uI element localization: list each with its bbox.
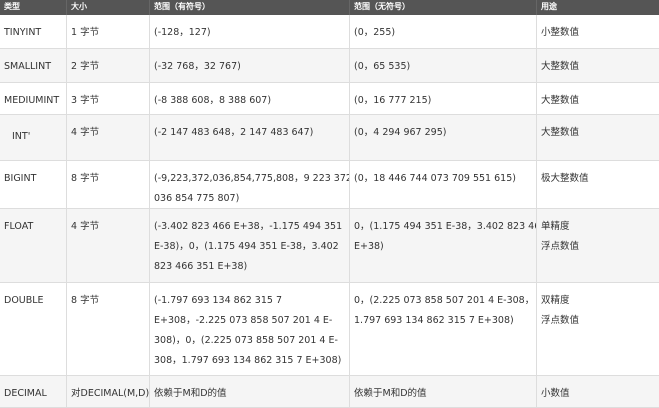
- cell-usage: 双精度 浮点数值: [536, 283, 659, 375]
- table-row: FLOAT 4 字节 (-3.402 823 466 E+38，-1.175 4…: [0, 209, 659, 283]
- cell-usage: 单精度 浮点数值: [536, 209, 659, 282]
- table-row: SMALLINT 2 字节 (-32 768，32 767) (0，65 535…: [0, 49, 659, 83]
- table-row: DECIMAL 对DECIMAL(M,D) 依赖于M和D的值 依赖于M和D的值 …: [0, 376, 659, 408]
- table-row: TINYINT 1 字节 (-128，127) (0，255) 小整数值: [0, 15, 659, 49]
- cell-usage: 小整数值: [536, 15, 659, 48]
- table-row: INT' 4 字节 (-2 147 483 648，2 147 483 647)…: [0, 115, 659, 161]
- cell-signed-range: (-8 388 608，8 388 607): [149, 83, 349, 114]
- cell-unsigned-range: 0，(2.225 073 858 507 201 4 E-308， 1.797 …: [349, 283, 536, 375]
- unsigned-line: 1.797 693 134 862 315 7 E+308): [354, 315, 514, 326]
- cell-size: 对DECIMAL(M,D): [66, 376, 149, 407]
- table-row: MEDIUMINT 3 字节 (-8 388 608，8 388 607) (0…: [0, 83, 659, 115]
- cell-type: SMALLINT: [4, 61, 52, 72]
- cell-size: 2 字节: [66, 49, 149, 82]
- cell-usage: 大整数值: [536, 83, 659, 114]
- signed-line: E+308，-2.225 073 858 507 201 4 E-: [154, 315, 333, 326]
- unsigned-line: E+38): [354, 241, 384, 252]
- cell-size: 4 字节: [66, 209, 149, 282]
- cell-signed-range: (-3.402 823 466 E+38，-1.175 494 351 E-38…: [149, 209, 349, 282]
- cell-size: 8 字节: [66, 161, 149, 208]
- cell-signed-range: (-2 147 483 648，2 147 483 647): [149, 115, 349, 160]
- table-row: DOUBLE 8 字节 (-1.797 693 134 862 315 7 E+…: [0, 283, 659, 376]
- usage-line: 浮点数值: [541, 315, 580, 326]
- unsigned-line: 0，(1.175 494 351 E-38，3.402 823 466: [354, 221, 536, 232]
- cell-size: 8 字节: [66, 283, 149, 375]
- cell-type: MEDIUMINT: [4, 95, 60, 106]
- header-unsigned-range: 范围（无符号）: [349, 0, 536, 15]
- cell-signed-range: (-128，127): [149, 15, 349, 48]
- cell-size: 1 字节: [66, 15, 149, 48]
- cell-usage: 小数值: [536, 376, 659, 407]
- cell-type: BIGINT: [4, 173, 37, 184]
- cell-type: INT': [12, 131, 31, 142]
- cell-type: TINYINT: [4, 27, 42, 38]
- signed-line: (-1.797 693 134 862 315 7: [154, 295, 283, 306]
- cell-usage: 极大整数值: [536, 161, 659, 208]
- cell-size: 3 字节: [66, 83, 149, 114]
- header-usage: 用途: [536, 0, 659, 15]
- cell-signed-range: (-1.797 693 134 862 315 7 E+308，-2.225 0…: [149, 283, 349, 375]
- usage-line: 单精度: [541, 221, 570, 232]
- cell-usage: 大整数值: [536, 49, 659, 82]
- cell-signed-range: 依赖于M和D的值: [149, 376, 349, 407]
- signed-line: E-38)，0，(1.175 494 351 E-38，3.402: [154, 241, 339, 252]
- header-type: 类型: [4, 2, 20, 11]
- signed-line: 823 466 351 E+38): [154, 261, 248, 272]
- header-signed-range: 范围（有符号）: [149, 0, 349, 15]
- cell-size: 4 字节: [66, 115, 149, 160]
- cell-unsigned-range: 依赖于M和D的值: [349, 376, 536, 407]
- cell-type: DOUBLE: [4, 295, 44, 306]
- cell-signed-range: (-9,223,372,036,854,775,808，9 223 372 03…: [149, 161, 349, 208]
- cell-unsigned-range: (0，255): [349, 15, 536, 48]
- table-header-row: 类型 大小 范围（有符号） 范围（无符号） 用途: [0, 0, 659, 15]
- usage-line: 双精度: [541, 295, 570, 306]
- signed-line: 036 854 775 807): [154, 193, 240, 204]
- cell-type: FLOAT: [4, 221, 34, 232]
- cell-unsigned-range: (0，18 446 744 073 709 551 615): [349, 161, 536, 208]
- signed-line: 308，1.797 693 134 862 315 7 E+308): [154, 355, 342, 366]
- signed-line: (-3.402 823 466 E+38，-1.175 494 351: [154, 221, 343, 232]
- cell-usage: 大整数值: [536, 115, 659, 160]
- signed-line: 308)，0，(2.225 073 858 507 201 4 E-: [154, 335, 338, 346]
- table-row: BIGINT 8 字节 (-9,223,372,036,854,775,808，…: [0, 161, 659, 209]
- signed-line: (-9,223,372,036,854,775,808，9 223 372: [154, 173, 349, 184]
- cell-unsigned-range: (0，65 535): [349, 49, 536, 82]
- cell-signed-range: (-32 768，32 767): [149, 49, 349, 82]
- usage-line: 浮点数值: [541, 241, 580, 252]
- cell-unsigned-range: (0，16 777 215): [349, 83, 536, 114]
- cell-unsigned-range: (0，4 294 967 295): [349, 115, 536, 160]
- header-size: 大小: [66, 0, 149, 15]
- unsigned-line: 0，(2.225 073 858 507 201 4 E-308，: [354, 295, 535, 306]
- cell-type: DECIMAL: [4, 388, 47, 399]
- cell-unsigned-range: 0，(1.175 494 351 E-38，3.402 823 466 E+38…: [349, 209, 536, 282]
